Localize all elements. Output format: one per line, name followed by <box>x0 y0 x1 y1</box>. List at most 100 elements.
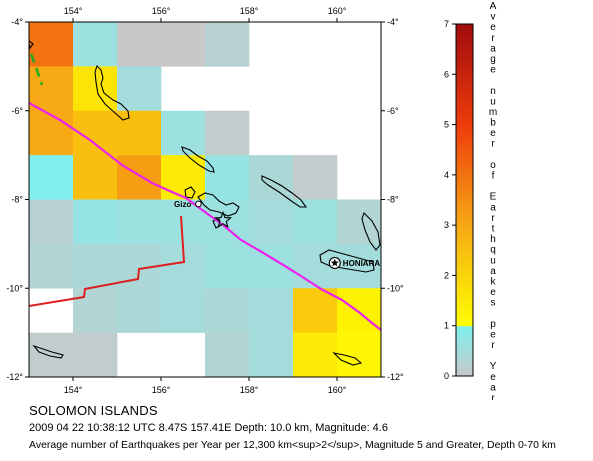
svg-text:g: g <box>490 54 496 65</box>
grid-cell <box>249 199 294 245</box>
svg-text:r: r <box>491 33 495 44</box>
colorbar: 01234567AveragenumberofEarthquakesperYea… <box>444 1 497 400</box>
grid-cell <box>293 332 338 377</box>
lat-tick-label-right: -8° <box>387 195 399 205</box>
svg-text:A: A <box>490 1 497 12</box>
grid-cell <box>29 22 74 67</box>
event-details: 2009 04 22 10:38:12 UTC 8.47S 157.41E De… <box>29 422 388 434</box>
svg-text:r: r <box>491 213 495 224</box>
svg-text:r: r <box>491 340 495 351</box>
grid-cell <box>29 155 74 200</box>
grid-cell <box>29 110 74 156</box>
svg-text:e: e <box>490 287 496 298</box>
epicenter-star-icon <box>213 210 233 229</box>
lat-tick-label-right: -10° <box>387 283 404 293</box>
island-vella-lavella <box>184 186 196 199</box>
svg-text:E: E <box>490 192 497 203</box>
svg-text:m: m <box>489 107 497 118</box>
island-new-georgia <box>197 192 240 217</box>
grid-cell <box>161 22 206 67</box>
grid-cell <box>205 110 250 156</box>
lon-tick-label-bottom: 160° <box>328 385 347 395</box>
island-louisiade <box>32 344 64 359</box>
grid-cell <box>73 155 118 200</box>
grid-cell <box>29 199 74 245</box>
grid-cell <box>293 155 338 200</box>
svg-text:t: t <box>492 223 495 234</box>
lon-tick-label-top: 156° <box>152 6 171 16</box>
svg-text:k: k <box>491 276 497 287</box>
caption: SOLOMON ISLANDS 2009 04 22 10:38:12 UTC … <box>29 403 556 451</box>
axis-ticks: 154° 154° 156° 156° 158° 158° 160° 160° -4° -4° -6… <box>6 6 404 395</box>
island-santa-isabel <box>261 175 308 208</box>
colorbar-tick-label: 1 <box>444 321 449 331</box>
lon-tick-label-top: 160° <box>328 6 347 16</box>
svg-text:e: e <box>490 128 496 139</box>
svg-text:e: e <box>490 22 496 33</box>
grid-cell <box>249 332 294 377</box>
island-small-ne <box>29 40 34 50</box>
island-choiseul <box>181 146 215 173</box>
grid-cell <box>161 288 206 333</box>
lon-tick-label-top: 158° <box>240 6 259 16</box>
svg-text:r: r <box>491 393 495 400</box>
svg-text:e: e <box>490 372 496 383</box>
grid-cell <box>293 288 338 333</box>
map-legend-text: Average number of Earthquakes per Year p… <box>29 439 556 451</box>
lon-tick-label-bottom: 158° <box>240 385 259 395</box>
island-bougainville <box>94 64 130 121</box>
colorbar-tick-label: 6 <box>444 69 449 79</box>
colorbar-tick-label: 7 <box>444 19 449 29</box>
colorbar-tick-label: 0 <box>444 371 449 381</box>
city-label: HONIARA <box>343 259 381 268</box>
grid-cell <box>117 110 162 156</box>
lat-tick-label-left: -4° <box>11 17 23 27</box>
svg-text:e: e <box>490 65 496 76</box>
grid-cell <box>205 199 250 245</box>
svg-text:u: u <box>490 255 496 266</box>
grid-cell <box>205 243 250 289</box>
capital-star-icon <box>330 258 339 267</box>
svg-text:a: a <box>490 202 496 213</box>
grid-cell <box>161 110 206 156</box>
city-label: Gizo <box>174 200 191 209</box>
dashed-boundary-line <box>29 53 44 86</box>
svg-text:o: o <box>490 160 496 171</box>
svg-text:q: q <box>490 245 496 256</box>
lon-tick-label-bottom: 156° <box>152 385 171 395</box>
svg-text:r: r <box>491 139 495 150</box>
colorbar-tick-label: 3 <box>444 220 449 230</box>
plate-boundary-line <box>29 102 381 331</box>
svg-text:a: a <box>490 43 496 54</box>
grid-cell <box>29 332 74 377</box>
lat-tick-label-right: -4° <box>387 17 399 27</box>
grid-cell <box>337 199 381 245</box>
grid-cell <box>73 199 118 245</box>
grid-cell <box>29 243 74 289</box>
svg-text:s: s <box>491 298 496 309</box>
colorbar-tick-label: 2 <box>444 270 449 280</box>
lat-tick-label-right: -12° <box>387 372 404 382</box>
grid-cell <box>161 155 206 200</box>
svg-text:u: u <box>490 96 496 107</box>
grid-cell <box>117 22 162 67</box>
lat-tick-label-left: -10° <box>6 283 23 293</box>
grid-cell <box>117 199 162 245</box>
svg-text:b: b <box>490 118 496 129</box>
subduction-fault-line <box>29 215 186 307</box>
svg-text:h: h <box>490 234 496 245</box>
grid-cell <box>73 243 118 289</box>
svg-text:e: e <box>490 329 496 340</box>
island-rennell <box>332 352 363 366</box>
seismicity-map: Gizo HONIARA 154° 154° 156° 156° 158° 158° 160°… <box>6 1 497 400</box>
colorbar-tick-label: 4 <box>444 170 449 180</box>
island-malaita <box>361 211 381 251</box>
grid-cell <box>117 66 162 112</box>
svg-text:Y: Y <box>490 361 497 372</box>
grid-cell <box>117 288 162 333</box>
lat-tick-label-right: -6° <box>387 106 399 116</box>
lon-tick-label-bottom: 154° <box>64 385 83 395</box>
grid-cell <box>205 288 250 333</box>
rate-grid <box>29 22 381 377</box>
